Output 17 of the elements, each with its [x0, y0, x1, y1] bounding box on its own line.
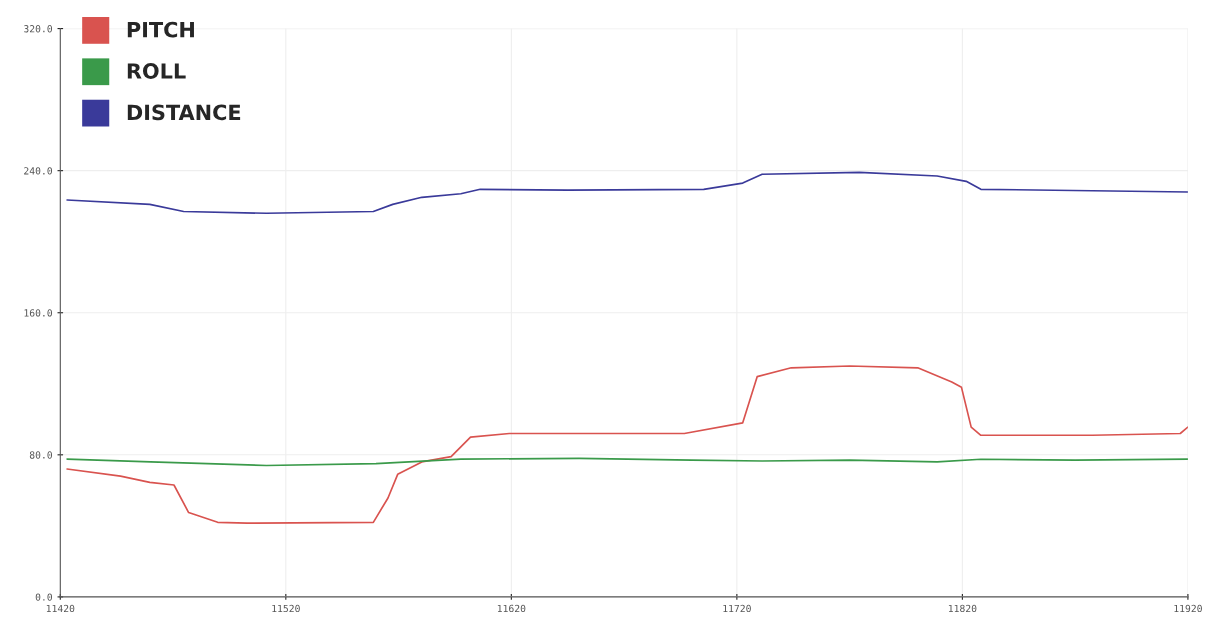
y-tick-label: 160.0	[24, 309, 53, 317]
x-tick-label: 11520	[272, 604, 300, 613]
line-series	[66, 365, 1188, 525]
legend-label: ROLL	[127, 63, 186, 79]
x-tick-label: 11720	[723, 604, 751, 613]
y-tick-label: 240.0	[24, 167, 53, 175]
y-tick-label: 80.0	[29, 451, 53, 459]
x-tick-label: 11620	[497, 604, 526, 613]
line-series	[66, 457, 1188, 467]
x-tick-label: 11420	[46, 604, 75, 613]
y-tick-label: 320.0	[24, 25, 53, 33]
legend-label: DISTANCE	[127, 104, 241, 121]
legend-label: PITCH	[127, 21, 194, 38]
x-tick-label: 11920	[1174, 604, 1202, 613]
line-series	[66, 171, 1188, 215]
y-tick-label: 0.0	[35, 593, 53, 601]
x-tick-label: 11820	[948, 604, 977, 613]
